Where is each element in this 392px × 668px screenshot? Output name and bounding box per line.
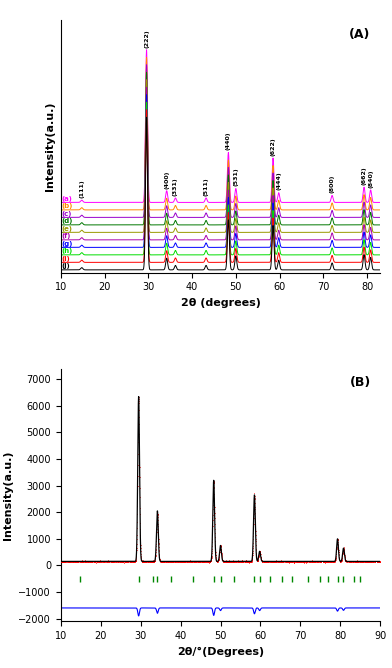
- Text: (A): (A): [349, 27, 371, 41]
- Text: (444): (444): [276, 172, 281, 190]
- Y-axis label: Intensity(a.u.): Intensity(a.u.): [45, 102, 55, 191]
- Text: (d): (d): [62, 218, 73, 224]
- Text: (f): (f): [62, 233, 71, 239]
- X-axis label: 2θ/°(Degrees): 2θ/°(Degrees): [177, 647, 264, 657]
- Text: (531): (531): [233, 168, 238, 186]
- Text: (h): (h): [62, 248, 73, 255]
- Text: (800): (800): [330, 175, 335, 193]
- Text: (622): (622): [270, 137, 276, 156]
- Text: (331): (331): [173, 177, 178, 196]
- Text: (B): (B): [349, 376, 371, 389]
- Text: (440): (440): [226, 132, 231, 150]
- Text: (c): (c): [62, 211, 72, 217]
- Text: (222): (222): [144, 29, 149, 47]
- Text: (400): (400): [164, 170, 169, 188]
- X-axis label: 2θ (degrees): 2θ (degrees): [181, 298, 260, 308]
- Text: (111): (111): [79, 179, 84, 198]
- Text: (i): (i): [62, 256, 71, 262]
- Text: (511): (511): [203, 177, 209, 196]
- Text: (a): (a): [62, 196, 73, 202]
- Text: (662): (662): [361, 166, 367, 185]
- Text: (e): (e): [62, 226, 73, 232]
- Text: (840): (840): [368, 169, 373, 188]
- Text: (g): (g): [62, 241, 73, 247]
- Text: (j): (j): [62, 263, 71, 269]
- Text: (b): (b): [62, 203, 73, 209]
- Y-axis label: Intensity(a.u.): Intensity(a.u.): [3, 450, 13, 540]
